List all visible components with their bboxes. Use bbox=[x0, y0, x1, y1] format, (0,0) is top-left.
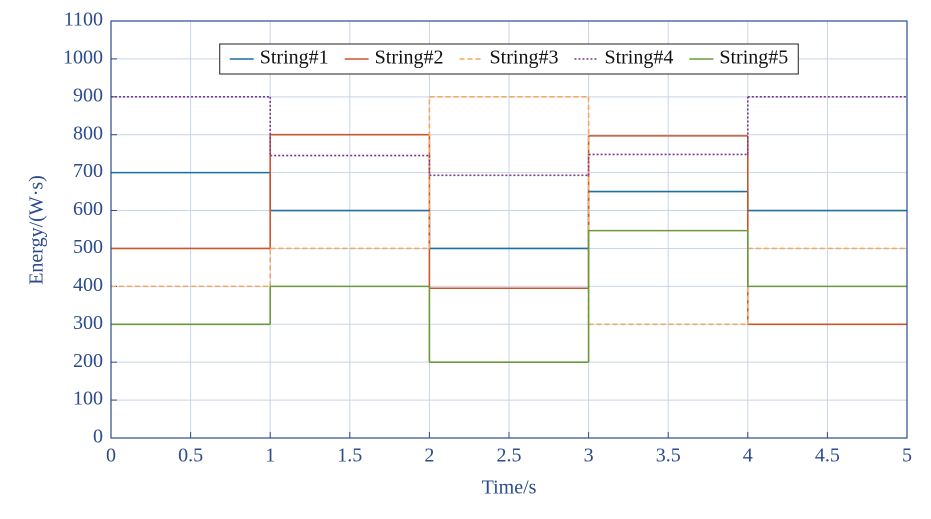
legend-label: String#4 bbox=[604, 47, 673, 69]
y-tick-label: 400 bbox=[73, 274, 103, 296]
y-tick-label: 0 bbox=[93, 426, 103, 448]
legend: String#1 String#2 String#3 String#4 String#5 bbox=[219, 43, 799, 75]
x-tick-label: 3.5 bbox=[656, 445, 681, 467]
y-tick-label: 500 bbox=[73, 236, 103, 258]
legend-label: String#3 bbox=[490, 47, 559, 69]
series-line bbox=[111, 229, 907, 363]
y-tick-label: 300 bbox=[73, 312, 103, 334]
x-tick-label: 1.5 bbox=[337, 445, 362, 467]
x-tick-label: 1 bbox=[265, 445, 275, 467]
y-tick-label: 200 bbox=[73, 350, 103, 372]
y-tick-label: 900 bbox=[73, 84, 103, 106]
y-tick-label: 100 bbox=[73, 388, 103, 410]
x-tick-label: 5 bbox=[902, 445, 912, 467]
x-axis-label: Time/s bbox=[482, 477, 537, 499]
y-tick-label: 600 bbox=[73, 198, 103, 220]
x-tick-label: 4.5 bbox=[815, 445, 840, 467]
y-tick-label: 800 bbox=[73, 122, 103, 144]
x-tick-label: 2.5 bbox=[497, 445, 522, 467]
y-tick-label: 700 bbox=[73, 160, 103, 182]
y-tick-label: 1100 bbox=[64, 9, 103, 31]
x-tick-label: 0 bbox=[106, 445, 116, 467]
x-tick-label: 3 bbox=[584, 445, 594, 467]
y-axis-label: Energy/(W·s) bbox=[26, 175, 48, 285]
y-tick-label: 1000 bbox=[63, 47, 103, 69]
legend-label: String#2 bbox=[375, 47, 444, 69]
legend-label: String#1 bbox=[260, 47, 329, 69]
x-tick-label: 0.5 bbox=[178, 445, 203, 467]
series-line bbox=[111, 96, 907, 177]
plot-frame bbox=[110, 20, 908, 439]
x-tick-label: 2 bbox=[424, 445, 434, 467]
x-tick-label: 4 bbox=[743, 445, 753, 467]
legend-label: String#5 bbox=[719, 47, 788, 69]
